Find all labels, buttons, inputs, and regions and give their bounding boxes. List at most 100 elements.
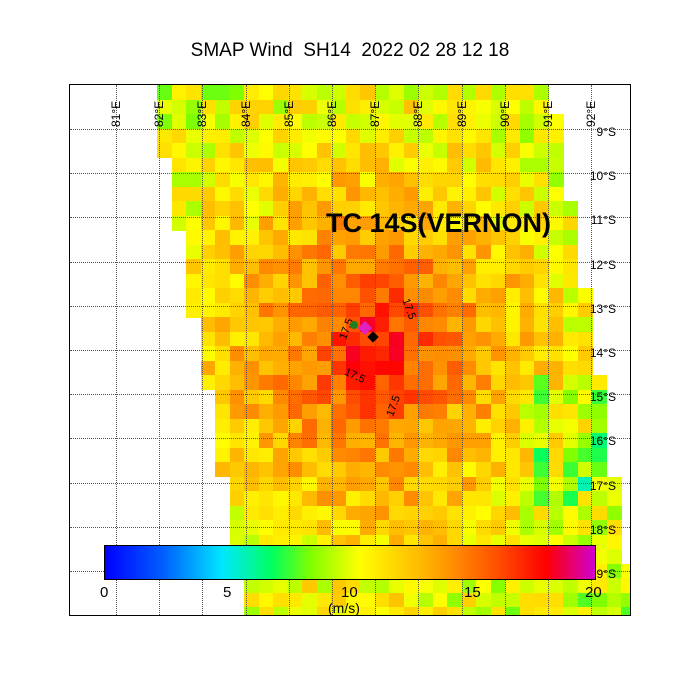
wind-cell <box>548 172 564 187</box>
wind-cell <box>534 375 549 390</box>
wind-cell <box>519 418 535 434</box>
wind-cell <box>432 505 448 521</box>
wind-cell <box>534 244 549 260</box>
wind-cell <box>548 404 564 419</box>
wind-cell <box>316 215 332 231</box>
lat-tick-label: 17°S <box>589 478 616 493</box>
wind-cell <box>476 186 491 202</box>
wind-cell <box>548 447 564 463</box>
wind-cell <box>287 433 303 448</box>
wind-cell <box>534 85 549 100</box>
wind-cell <box>200 331 216 347</box>
wind-cell <box>244 288 259 303</box>
wind-cell <box>345 607 361 615</box>
wind-cell <box>287 172 303 187</box>
wind-cell <box>258 418 274 434</box>
wind-cell <box>229 505 245 521</box>
wind-cell <box>171 201 187 216</box>
wind-cell <box>432 317 448 332</box>
wind-cell <box>519 215 535 231</box>
wind-cell <box>215 389 230 405</box>
wind-cell <box>287 578 303 593</box>
wind-cell <box>331 389 346 405</box>
wind-cell <box>171 85 187 100</box>
wind-cell <box>418 491 433 506</box>
wind-cell <box>273 288 288 303</box>
wind-cell <box>273 578 288 593</box>
wind-cell <box>215 230 230 245</box>
wind-cell <box>244 404 259 419</box>
storm-label: TC 14S(VERNON) <box>326 208 552 238</box>
wind-cell <box>200 375 216 390</box>
lon-tick-label: 87°E <box>368 100 383 127</box>
wind-cell <box>389 607 404 615</box>
wind-cell <box>316 85 332 100</box>
wind-cell <box>215 346 230 361</box>
wind-cell <box>447 491 462 506</box>
wind-cell <box>244 389 259 405</box>
lat-tick-label: 13°S <box>589 301 616 316</box>
wind-cell <box>403 491 419 506</box>
wind-cell <box>548 331 564 347</box>
wind-cell <box>389 447 404 463</box>
wind-cell <box>534 273 549 289</box>
wind-cell <box>171 172 187 187</box>
wind-cell <box>461 505 477 521</box>
colorbar-tick: 20 <box>585 584 602 601</box>
wind-cell <box>432 447 448 463</box>
wind-cell <box>447 230 462 245</box>
lon-tick-label: 83°E <box>195 100 210 127</box>
wind-cell <box>389 404 404 419</box>
wind-cell <box>331 346 346 361</box>
wind-cell <box>345 491 361 506</box>
wind-cell <box>215 375 230 390</box>
wind-cell <box>592 607 607 615</box>
wind-cell <box>418 302 433 318</box>
wind-cell <box>229 99 245 115</box>
wind-cell <box>229 128 245 144</box>
wind-cell <box>302 273 317 289</box>
wind-cell <box>273 389 288 405</box>
wind-cell <box>374 607 390 615</box>
wind-cell <box>374 244 390 260</box>
wind-cell <box>331 85 346 100</box>
wind-cell <box>345 273 361 289</box>
wind-cell <box>447 346 462 361</box>
wind-cell <box>244 143 259 158</box>
wind-cell <box>548 360 564 376</box>
wind-cell <box>171 186 187 202</box>
wind-cell <box>461 360 477 376</box>
wind-cell <box>476 99 491 115</box>
wind-cell <box>302 259 317 274</box>
wind-cell <box>403 404 419 419</box>
wind-cell <box>563 491 578 506</box>
wind-cell <box>621 578 630 593</box>
lon-tick-label: 86°E <box>325 100 339 127</box>
wind-cell <box>490 375 506 390</box>
wind-cell <box>287 418 303 434</box>
wind-cell <box>548 505 564 521</box>
wind-cell <box>360 462 375 477</box>
lon-tick-label: 90°E <box>497 100 512 127</box>
wind-cell <box>215 317 230 332</box>
wind-cell <box>418 288 433 303</box>
wind-cell <box>389 375 404 390</box>
wind-cell <box>287 331 303 347</box>
wind-cell <box>490 331 506 347</box>
wind-cell <box>331 331 346 347</box>
wind-cell <box>215 259 230 274</box>
wind-cell <box>345 85 361 100</box>
wind-cell <box>360 346 375 361</box>
wind-cell <box>244 433 259 448</box>
wind-cell <box>273 230 288 245</box>
wind-cell <box>331 447 346 463</box>
wind-cell <box>374 259 390 274</box>
wind-cell <box>287 491 303 506</box>
wind-cell <box>287 447 303 463</box>
wind-cell <box>403 592 419 608</box>
wind-cell <box>258 505 274 521</box>
wind-cell <box>548 302 564 318</box>
wind-cell <box>476 578 491 593</box>
wind-cell <box>563 607 578 615</box>
wind-cell <box>418 389 433 405</box>
